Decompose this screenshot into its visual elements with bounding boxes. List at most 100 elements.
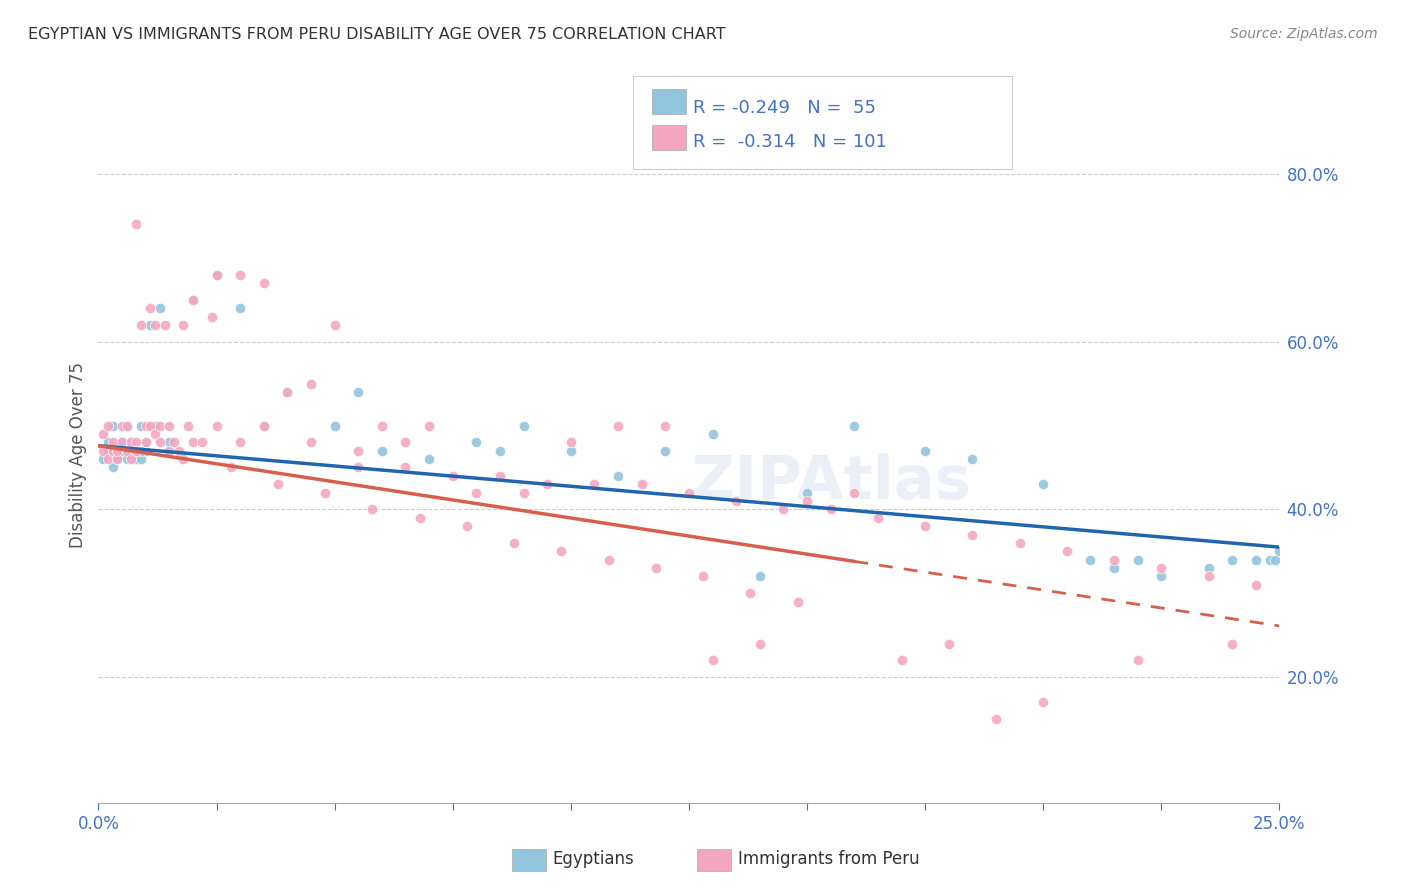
Point [139, 318, 162, 332]
Point [560, 443, 582, 458]
Point [550, 544, 572, 558]
Point [181, 293, 204, 307]
Point [125, 443, 148, 458]
Point [91, 452, 114, 467]
Point [1264, 552, 1286, 566]
Point [962, 452, 984, 467]
Point [172, 318, 194, 332]
Point [630, 477, 652, 491]
Point [560, 435, 582, 450]
Point [418, 452, 440, 467]
Point [1056, 544, 1078, 558]
Point [191, 435, 214, 450]
Point [489, 443, 512, 458]
Y-axis label: Disability Age Over 75: Disability Age Over 75 [69, 362, 87, 548]
Point [456, 519, 478, 533]
Point [201, 310, 224, 324]
Point [607, 418, 630, 433]
Point [205, 418, 228, 433]
Point [105, 443, 128, 458]
Point [267, 477, 290, 491]
Point [143, 418, 166, 433]
Point [163, 435, 186, 450]
Text: Egyptians: Egyptians [553, 850, 634, 868]
Point [139, 301, 162, 316]
Point [101, 460, 124, 475]
Point [394, 460, 416, 475]
Point [253, 276, 276, 290]
Point [1032, 477, 1054, 491]
Point [772, 502, 794, 516]
Point [97, 443, 120, 458]
Point [101, 418, 124, 433]
Point [97, 452, 120, 467]
Point [678, 485, 700, 500]
Point [91, 427, 114, 442]
Point [914, 519, 936, 533]
Point [371, 443, 394, 458]
Point [111, 435, 134, 450]
Point [276, 385, 298, 400]
Point [748, 636, 770, 650]
Point [121, 435, 143, 450]
Point [796, 494, 818, 508]
Point [465, 435, 488, 450]
Point [692, 569, 714, 583]
Point [125, 452, 148, 467]
Point [1080, 552, 1102, 566]
Point [149, 418, 172, 433]
Point [115, 418, 138, 433]
Point [1198, 569, 1220, 583]
Point [129, 318, 152, 332]
Point [181, 293, 204, 307]
Point [111, 443, 134, 458]
Point [725, 494, 748, 508]
Text: Immigrants from Peru: Immigrants from Peru [738, 850, 920, 868]
Point [115, 443, 138, 458]
Point [408, 510, 430, 524]
Point [644, 561, 666, 575]
Point [121, 435, 143, 450]
Point [129, 443, 152, 458]
Point [229, 435, 252, 450]
Point [157, 443, 180, 458]
Point [105, 452, 128, 467]
Point [253, 418, 276, 433]
Point [1032, 695, 1054, 709]
Point [1126, 552, 1149, 566]
Point [820, 502, 842, 516]
Point [844, 418, 866, 433]
Point [1150, 569, 1173, 583]
Point [786, 594, 808, 608]
Point [205, 268, 228, 282]
Point [702, 653, 724, 667]
Point [135, 443, 157, 458]
Point [1244, 552, 1267, 566]
Point [299, 435, 322, 450]
Point [229, 301, 252, 316]
Point [1126, 653, 1149, 667]
Point [503, 536, 526, 550]
Point [844, 485, 866, 500]
Point [135, 435, 157, 450]
Point [105, 443, 128, 458]
Point [607, 468, 630, 483]
Text: ZIPAtlas: ZIPAtlas [690, 453, 972, 512]
Point [219, 460, 242, 475]
Point [702, 427, 724, 442]
Point [347, 443, 370, 458]
Point [314, 485, 336, 500]
Point [125, 443, 148, 458]
Point [418, 418, 440, 433]
Point [654, 443, 676, 458]
Point [890, 653, 912, 667]
Point [149, 301, 172, 316]
Point [205, 268, 228, 282]
Point [276, 385, 298, 400]
Text: Source: ZipAtlas.com: Source: ZipAtlas.com [1230, 27, 1378, 41]
Point [121, 443, 143, 458]
Point [167, 443, 190, 458]
Point [748, 569, 770, 583]
Text: R = -0.249   N =  55: R = -0.249 N = 55 [693, 99, 876, 117]
Point [121, 452, 143, 467]
